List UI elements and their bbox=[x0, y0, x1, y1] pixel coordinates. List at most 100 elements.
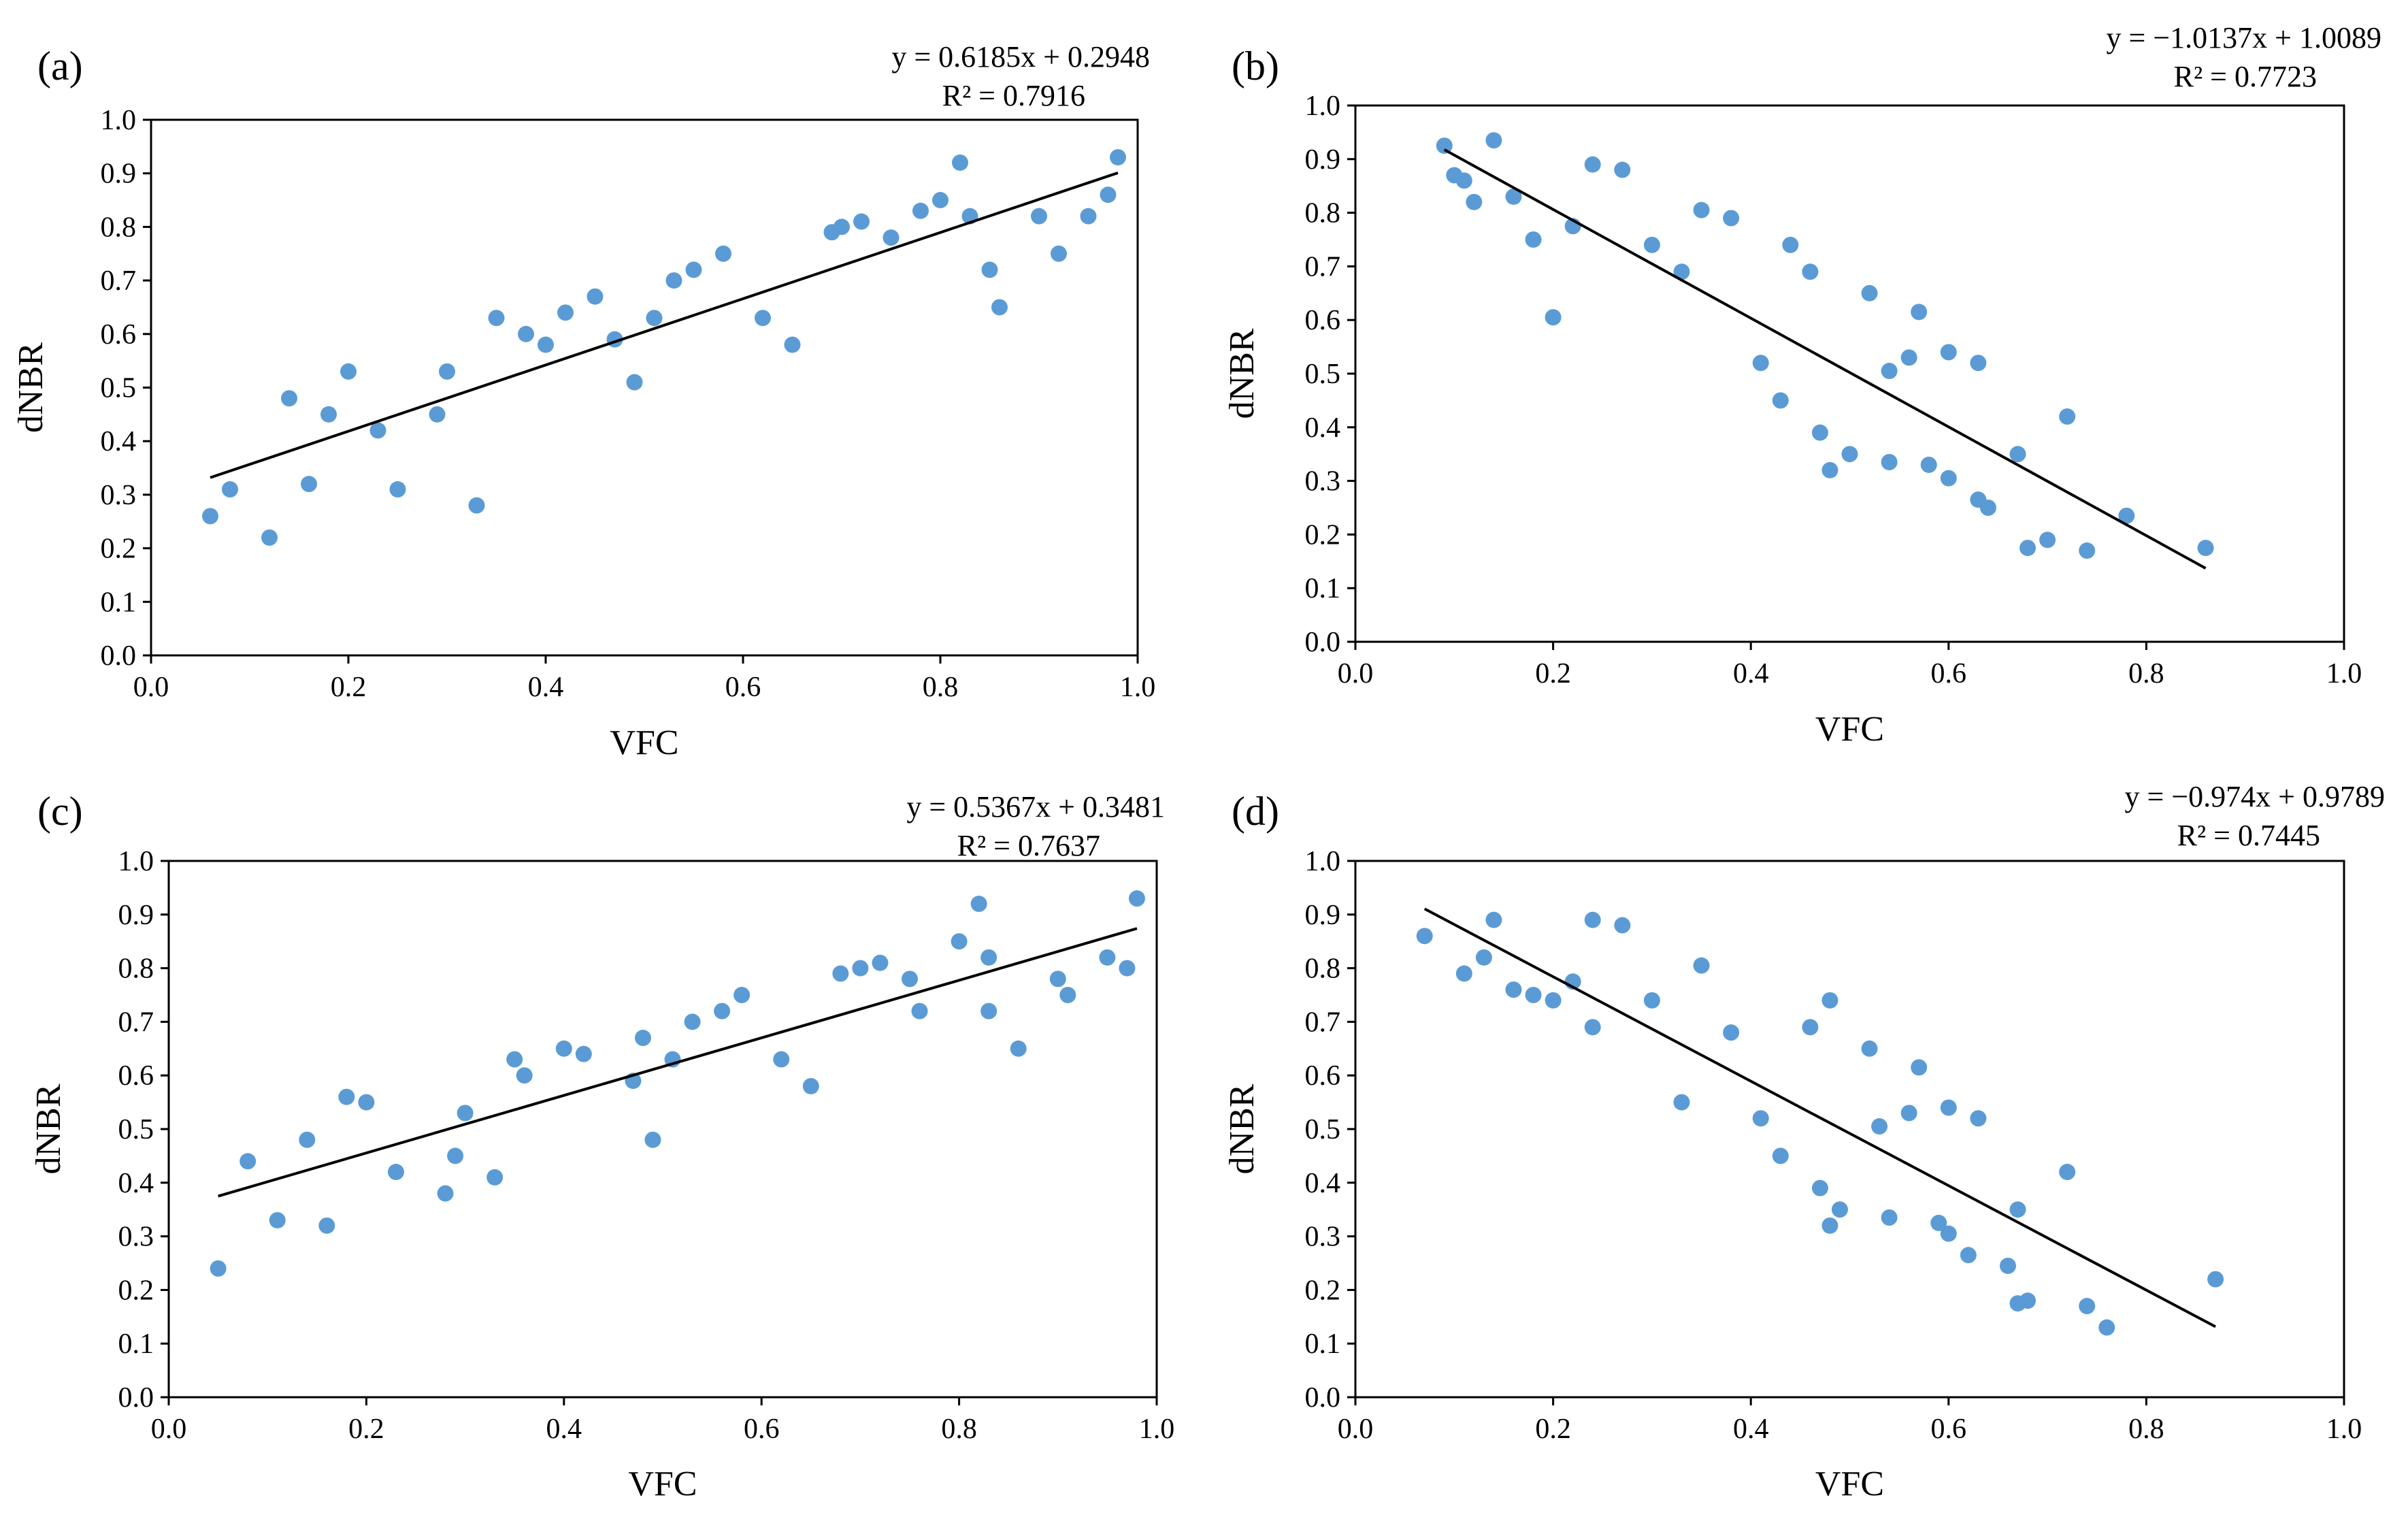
data-point bbox=[714, 1002, 731, 1020]
y-tick-label: 0.7 bbox=[101, 265, 137, 297]
data-point bbox=[1049, 970, 1066, 988]
data-point bbox=[1059, 987, 1076, 1003]
data-point bbox=[437, 1185, 454, 1202]
y-tick-label: 0.8 bbox=[118, 953, 154, 985]
data-point bbox=[980, 949, 997, 966]
data-point bbox=[575, 1045, 592, 1062]
x-tick-label: 0.6 bbox=[1931, 1414, 1967, 1445]
data-point bbox=[1940, 344, 1957, 361]
data-point bbox=[299, 1131, 316, 1148]
y-tick-label: 0.3 bbox=[118, 1222, 154, 1253]
trendline bbox=[218, 927, 1138, 1198]
data-point bbox=[457, 1105, 474, 1122]
data-point bbox=[1505, 981, 1522, 998]
x-tick-label: 0.2 bbox=[331, 672, 367, 703]
y-tick-label: 0.9 bbox=[1305, 900, 1341, 931]
data-point bbox=[1811, 424, 1828, 441]
x-axis-title: VFC bbox=[1815, 1465, 1884, 1503]
panel-label: (b) bbox=[1232, 44, 1279, 88]
data-point bbox=[1455, 965, 1472, 982]
data-point bbox=[1100, 186, 1117, 203]
x-tick-label: 1.0 bbox=[1139, 1414, 1175, 1445]
data-point bbox=[970, 896, 987, 913]
r-squared-label: R² = 0.7723 bbox=[2174, 60, 2317, 93]
data-point bbox=[1772, 392, 1789, 409]
x-tick-label: 0.6 bbox=[744, 1414, 780, 1445]
y-tick-label: 0.1 bbox=[1305, 573, 1341, 604]
x-tick-label: 0.8 bbox=[941, 1414, 977, 1445]
data-point bbox=[1752, 355, 1769, 372]
data-point bbox=[2009, 1201, 2026, 1218]
scatter-panel: 0.0 0.1 0.2 0.3 0.4 0.5 0.6 0.7 0.8 0.9 1.0 0.0 0.2 0… bbox=[1223, 780, 2385, 1503]
y-tick-label: 0.3 bbox=[1305, 466, 1341, 497]
data-point bbox=[1841, 446, 1858, 463]
data-point bbox=[755, 310, 771, 327]
x-tick-label: 0.0 bbox=[1338, 1414, 1374, 1445]
y-tick-label: 0.8 bbox=[1305, 198, 1341, 229]
data-point bbox=[2197, 540, 2214, 557]
data-point bbox=[1119, 960, 1136, 977]
panel-label: (a) bbox=[37, 44, 83, 88]
data-point bbox=[852, 960, 869, 977]
y-tick-label: 0.3 bbox=[1305, 1222, 1341, 1253]
data-point bbox=[952, 154, 968, 171]
y-tick-label: 0.6 bbox=[1305, 1060, 1341, 1092]
data-point bbox=[2039, 532, 2056, 549]
y-tick-label: 0.7 bbox=[1305, 251, 1341, 282]
data-point bbox=[626, 374, 643, 391]
panel-label: (c) bbox=[37, 789, 83, 834]
y-tick-label: 1.0 bbox=[101, 105, 137, 136]
y-axis-title: dNBR bbox=[29, 1083, 68, 1174]
data-point bbox=[1614, 161, 1631, 178]
data-point bbox=[516, 1067, 533, 1084]
data-point bbox=[468, 497, 485, 514]
r-squared-label: R² = 0.7445 bbox=[2177, 819, 2320, 852]
data-point bbox=[387, 1164, 404, 1181]
data-point bbox=[1900, 349, 1917, 366]
x-tick-label: 0.4 bbox=[1733, 1414, 1769, 1445]
x-axis-title: VFC bbox=[610, 723, 678, 762]
y-tick-label: 0.5 bbox=[1305, 1114, 1341, 1145]
trendline-equation: y = 0.6185x + 0.2948 bbox=[891, 40, 1150, 74]
y-tick-label: 0.1 bbox=[118, 1328, 154, 1360]
data-point bbox=[773, 1051, 790, 1068]
x-tick-label: 0.0 bbox=[1338, 658, 1374, 689]
y-tick-label: 0.0 bbox=[1305, 627, 1341, 658]
data-point bbox=[1031, 208, 1047, 225]
x-tick-label: 1.0 bbox=[1120, 672, 1156, 703]
data-point bbox=[1455, 172, 1472, 189]
data-point bbox=[1900, 1105, 1917, 1122]
y-tick-label: 0.4 bbox=[1305, 412, 1341, 444]
data-point bbox=[715, 245, 731, 262]
x-tick-label: 0.6 bbox=[725, 672, 761, 703]
data-point bbox=[1525, 231, 1542, 248]
trendline-equation: y = −0.974x + 0.9789 bbox=[2125, 780, 2385, 813]
data-point bbox=[1831, 1201, 1848, 1218]
x-tick-label: 0.8 bbox=[2128, 1414, 2164, 1445]
data-point bbox=[447, 1147, 464, 1164]
x-tick-label: 0.0 bbox=[133, 672, 169, 703]
y-tick-label: 0.0 bbox=[101, 640, 137, 672]
data-point bbox=[240, 1153, 257, 1170]
data-point bbox=[1861, 1040, 1878, 1057]
data-point bbox=[1545, 309, 1562, 326]
plot-area-border bbox=[150, 118, 1139, 657]
data-point bbox=[1881, 363, 1898, 380]
data-point bbox=[1979, 500, 1996, 516]
data-point bbox=[1099, 949, 1116, 966]
data-point bbox=[1802, 263, 1819, 280]
data-point bbox=[832, 965, 849, 982]
data-point bbox=[2009, 446, 2026, 463]
y-tick-label: 1.0 bbox=[118, 846, 154, 877]
y-tick-label: 0.2 bbox=[101, 534, 137, 565]
data-point bbox=[1584, 1019, 1601, 1036]
data-point bbox=[488, 310, 505, 327]
y-tick-label: 1.0 bbox=[1305, 846, 1341, 877]
data-point bbox=[1960, 1247, 1977, 1264]
data-point bbox=[685, 261, 702, 278]
y-tick-label: 0.6 bbox=[1305, 305, 1341, 336]
trendline-equation: y = −1.0137x + 1.0089 bbox=[2107, 21, 2381, 54]
data-point bbox=[2019, 1292, 2036, 1309]
data-point bbox=[320, 406, 337, 423]
data-point bbox=[733, 987, 751, 1003]
